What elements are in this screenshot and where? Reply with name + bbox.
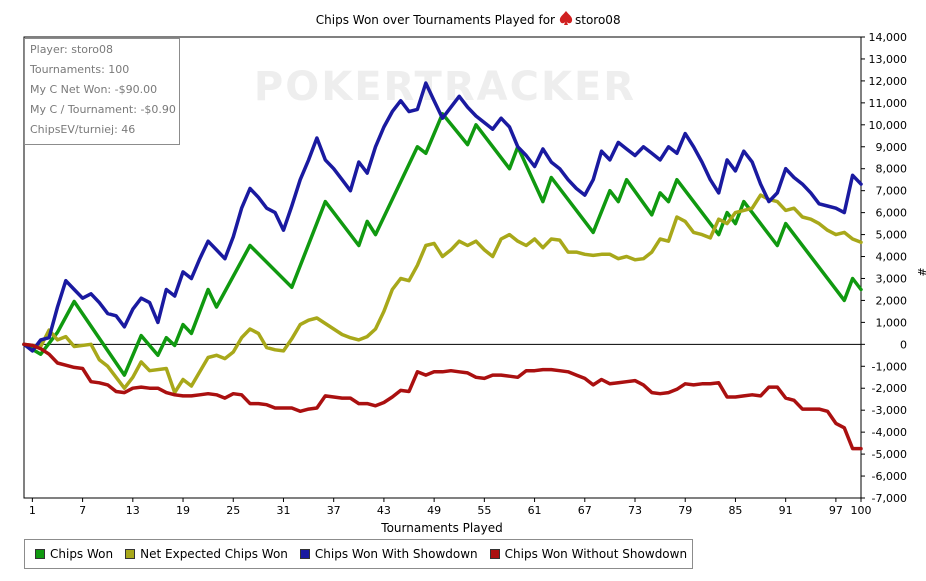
x-tick-label: 61 (528, 504, 542, 517)
x-tick-label: 67 (578, 504, 592, 517)
y-tick-label: 12,000 (869, 75, 908, 88)
y-tick-label: 6,000 (876, 207, 908, 220)
x-tick-label: 100 (851, 504, 872, 517)
y-tick-label: 14,000 (869, 31, 908, 44)
y-tick-label: -7,000 (872, 492, 907, 505)
y-tick-label: 10,000 (869, 119, 908, 132)
legend-swatch (489, 549, 500, 559)
x-tick-label: 49 (427, 504, 441, 517)
legend-item-without-showdown[interactable]: Chips Won Without Showdown (489, 547, 688, 561)
y-tick-label: 2,000 (876, 294, 908, 307)
x-tick-label: 1 (29, 504, 36, 517)
x-tick-label: 19 (176, 504, 190, 517)
y-tick-label: 5,000 (876, 229, 908, 242)
x-tick-label: 85 (728, 504, 742, 517)
x-tick-label: 37 (327, 504, 341, 517)
y-tick-label: 4,000 (876, 251, 908, 264)
series-without-showdown-line (22, 342, 863, 451)
x-tick-label: 97 (829, 504, 843, 517)
x-tick-label: 79 (678, 504, 692, 517)
y-tick-label: 7,000 (876, 185, 908, 198)
x-tick-label: 25 (226, 504, 240, 517)
y-axis-label: # (915, 267, 926, 276)
chart-title-player: storo08 (575, 13, 621, 27)
spade-icon (559, 11, 573, 25)
legend-swatch (299, 549, 310, 559)
legend-item-with-showdown[interactable]: Chips Won With Showdown (299, 547, 478, 561)
y-tick-label: 13,000 (869, 53, 908, 66)
series-chips-won-line (22, 112, 863, 377)
info-net-won: My C Net Won: -$90.00 (30, 83, 158, 96)
y-tick-label: -5,000 (872, 448, 907, 461)
stats-info-box: Player: storo08 Tournaments: 100 My C Ne… (24, 38, 180, 145)
x-tick-label: 13 (126, 504, 140, 517)
info-chips-ev: ChipsEV/turniej: 46 (30, 123, 136, 136)
legend-label: Chips Won (50, 547, 114, 561)
watermark: POKERTRACKER (254, 64, 636, 110)
y-tick-label: 1,000 (876, 316, 908, 329)
y-tick-label: 9,000 (876, 141, 908, 154)
series-with-showdown-line (22, 81, 863, 353)
x-axis-label: Tournaments Played (380, 521, 502, 535)
chart-legend: Chips Won Net Expected Chips Won Chips W… (24, 539, 693, 569)
chart-title: Chips Won over Tournaments Played for (316, 13, 555, 27)
y-tick-label: 3,000 (876, 272, 908, 285)
y-tick-label: 8,000 (876, 163, 908, 176)
legend-swatch (125, 549, 136, 559)
y-tick-label: -1,000 (872, 360, 907, 373)
y-tick-label: -3,000 (872, 404, 907, 417)
info-player: Player: storo08 (30, 43, 114, 56)
plot-frame (23, 36, 862, 499)
x-tick-label: 31 (276, 504, 290, 517)
y-tick-label: -4,000 (872, 426, 907, 439)
legend-label: Chips Won Without Showdown (504, 547, 688, 561)
x-tick-label: 43 (377, 504, 391, 517)
x-tick-label: 55 (477, 504, 491, 517)
x-tick-label: 7 (79, 504, 86, 517)
x-tick-label: 73 (628, 504, 642, 517)
legend-item-net-expected[interactable]: Net Expected Chips Won (125, 547, 288, 561)
info-per-tournament: My C / Tournament: -$0.90 (30, 103, 176, 116)
legend-item-chips-won[interactable]: Chips Won (35, 547, 113, 561)
y-tick-label: -6,000 (872, 470, 907, 483)
series-net-expected-line (22, 193, 863, 395)
legend-label: Chips Won With Showdown (314, 547, 478, 561)
legend-label: Net Expected Chips Won (140, 547, 288, 561)
y-tick-label: 11,000 (869, 97, 908, 110)
legend-swatch (35, 549, 45, 559)
y-tick-label: -2,000 (872, 382, 907, 395)
x-tick-label: 91 (779, 504, 793, 517)
y-tick-label: 0 (900, 338, 907, 351)
info-tournaments: Tournaments: 100 (30, 63, 130, 76)
